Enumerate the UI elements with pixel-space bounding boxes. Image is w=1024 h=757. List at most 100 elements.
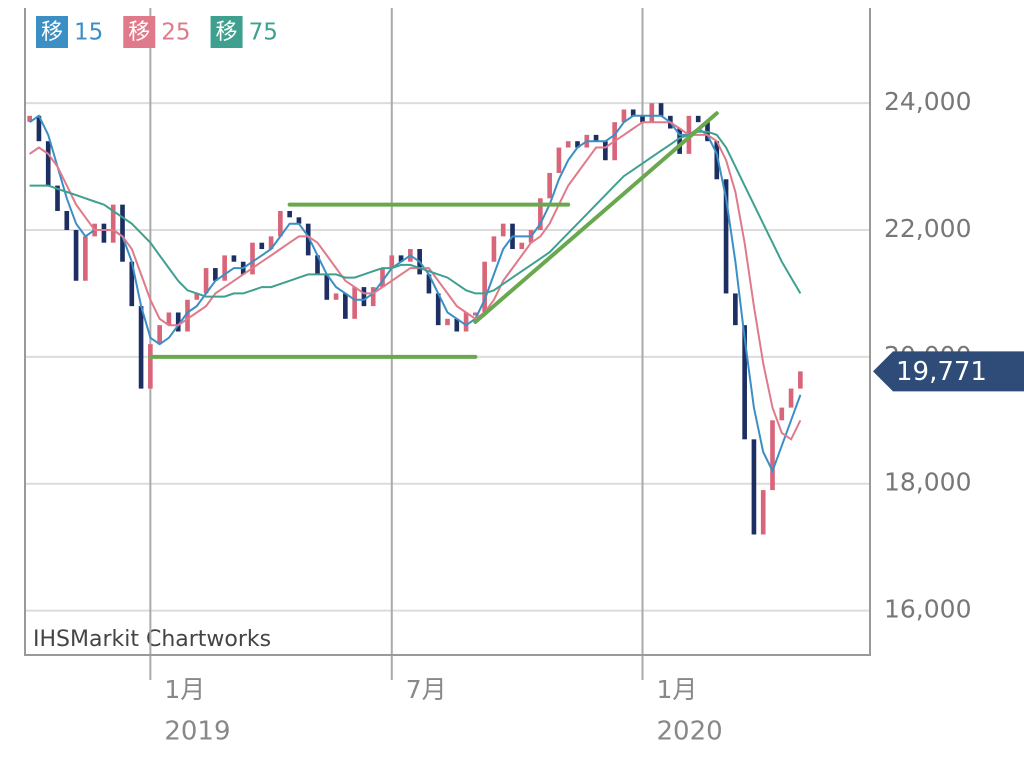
legend-label: 15	[74, 20, 103, 46]
candle	[148, 344, 153, 389]
candle	[621, 109, 627, 123]
y-tick-label: 16,000	[884, 595, 971, 624]
candle	[213, 268, 218, 281]
candle	[203, 268, 209, 294]
x-tick-label: 1月	[164, 675, 205, 704]
candle	[110, 204, 116, 243]
candle	[352, 287, 357, 319]
candle	[222, 255, 227, 281]
candle	[658, 103, 664, 116]
candle	[649, 103, 655, 123]
candle	[445, 318, 450, 326]
price-label-box	[873, 351, 1024, 392]
candle	[565, 141, 571, 148]
candle	[770, 420, 775, 491]
candle	[742, 325, 747, 440]
x-year-label: 2020	[657, 717, 723, 747]
legend-badge-text: 移	[41, 20, 63, 45]
candle	[779, 407, 785, 421]
candle	[175, 312, 181, 332]
candle	[305, 223, 311, 256]
candle	[296, 217, 302, 224]
candle	[398, 255, 404, 262]
candle	[500, 223, 506, 237]
candle	[250, 242, 255, 275]
candle	[333, 293, 339, 300]
candle	[751, 439, 757, 535]
footer: IHSMarkit Chartworks	[33, 627, 271, 652]
plot-frame	[24, 8, 871, 656]
candle	[268, 236, 274, 250]
candle	[640, 115, 645, 123]
x-year-label: 2019	[164, 717, 230, 747]
candle	[603, 141, 608, 161]
candle	[491, 236, 497, 262]
candle	[538, 198, 543, 231]
y-tick-label: 18,000	[884, 468, 971, 497]
candle	[798, 371, 803, 389]
candle	[380, 268, 385, 288]
candle	[27, 115, 32, 122]
candle	[120, 204, 125, 262]
candle	[278, 210, 283, 237]
candle	[723, 179, 729, 294]
legend-badge-text: 移	[128, 20, 150, 45]
x-tick-label: 7月	[406, 675, 447, 704]
candle	[138, 306, 144, 389]
candle	[454, 318, 460, 332]
candle	[630, 109, 636, 116]
candle	[426, 274, 432, 294]
candle	[259, 242, 265, 250]
y-tick-label: 24,000	[884, 87, 971, 116]
candle	[73, 230, 79, 281]
candle	[45, 141, 51, 186]
candle	[389, 255, 395, 269]
candle	[593, 134, 599, 142]
candle	[36, 115, 42, 142]
trendline	[473, 111, 719, 324]
candle	[231, 255, 237, 262]
ma-line	[29, 121, 802, 441]
candle	[547, 172, 552, 199]
candle	[677, 128, 682, 154]
candle	[157, 325, 162, 345]
candle	[129, 261, 135, 307]
candle	[575, 141, 580, 148]
legend-label: 25	[161, 20, 190, 46]
candle	[343, 293, 348, 319]
price-label: 19,771	[896, 357, 987, 387]
candle	[83, 236, 88, 281]
candle	[556, 147, 562, 173]
candle	[714, 141, 720, 180]
y-tick-label: 22,000	[884, 214, 971, 243]
candle	[733, 293, 738, 326]
candle	[760, 490, 766, 535]
candle	[166, 312, 172, 326]
ma-line	[29, 130, 802, 298]
candle	[287, 210, 292, 218]
candle	[695, 115, 701, 123]
candle	[64, 210, 70, 231]
legend-badge	[123, 16, 156, 48]
legend-label: 75	[249, 20, 278, 46]
candle	[361, 287, 367, 307]
candle	[435, 293, 441, 326]
legend-badge	[36, 16, 68, 48]
candle	[185, 299, 190, 332]
candle	[370, 287, 376, 307]
legend-badge-text: 移	[216, 20, 238, 45]
candle	[463, 312, 469, 332]
candle	[788, 388, 794, 408]
candle	[519, 242, 525, 250]
x-tick-label: 1月	[657, 675, 698, 704]
candle	[55, 185, 60, 211]
candle	[473, 312, 478, 316]
candle	[194, 293, 200, 300]
candle	[324, 274, 330, 300]
candle	[482, 261, 487, 313]
candle	[315, 255, 320, 275]
candle	[101, 223, 107, 243]
legend-badge	[210, 16, 243, 48]
